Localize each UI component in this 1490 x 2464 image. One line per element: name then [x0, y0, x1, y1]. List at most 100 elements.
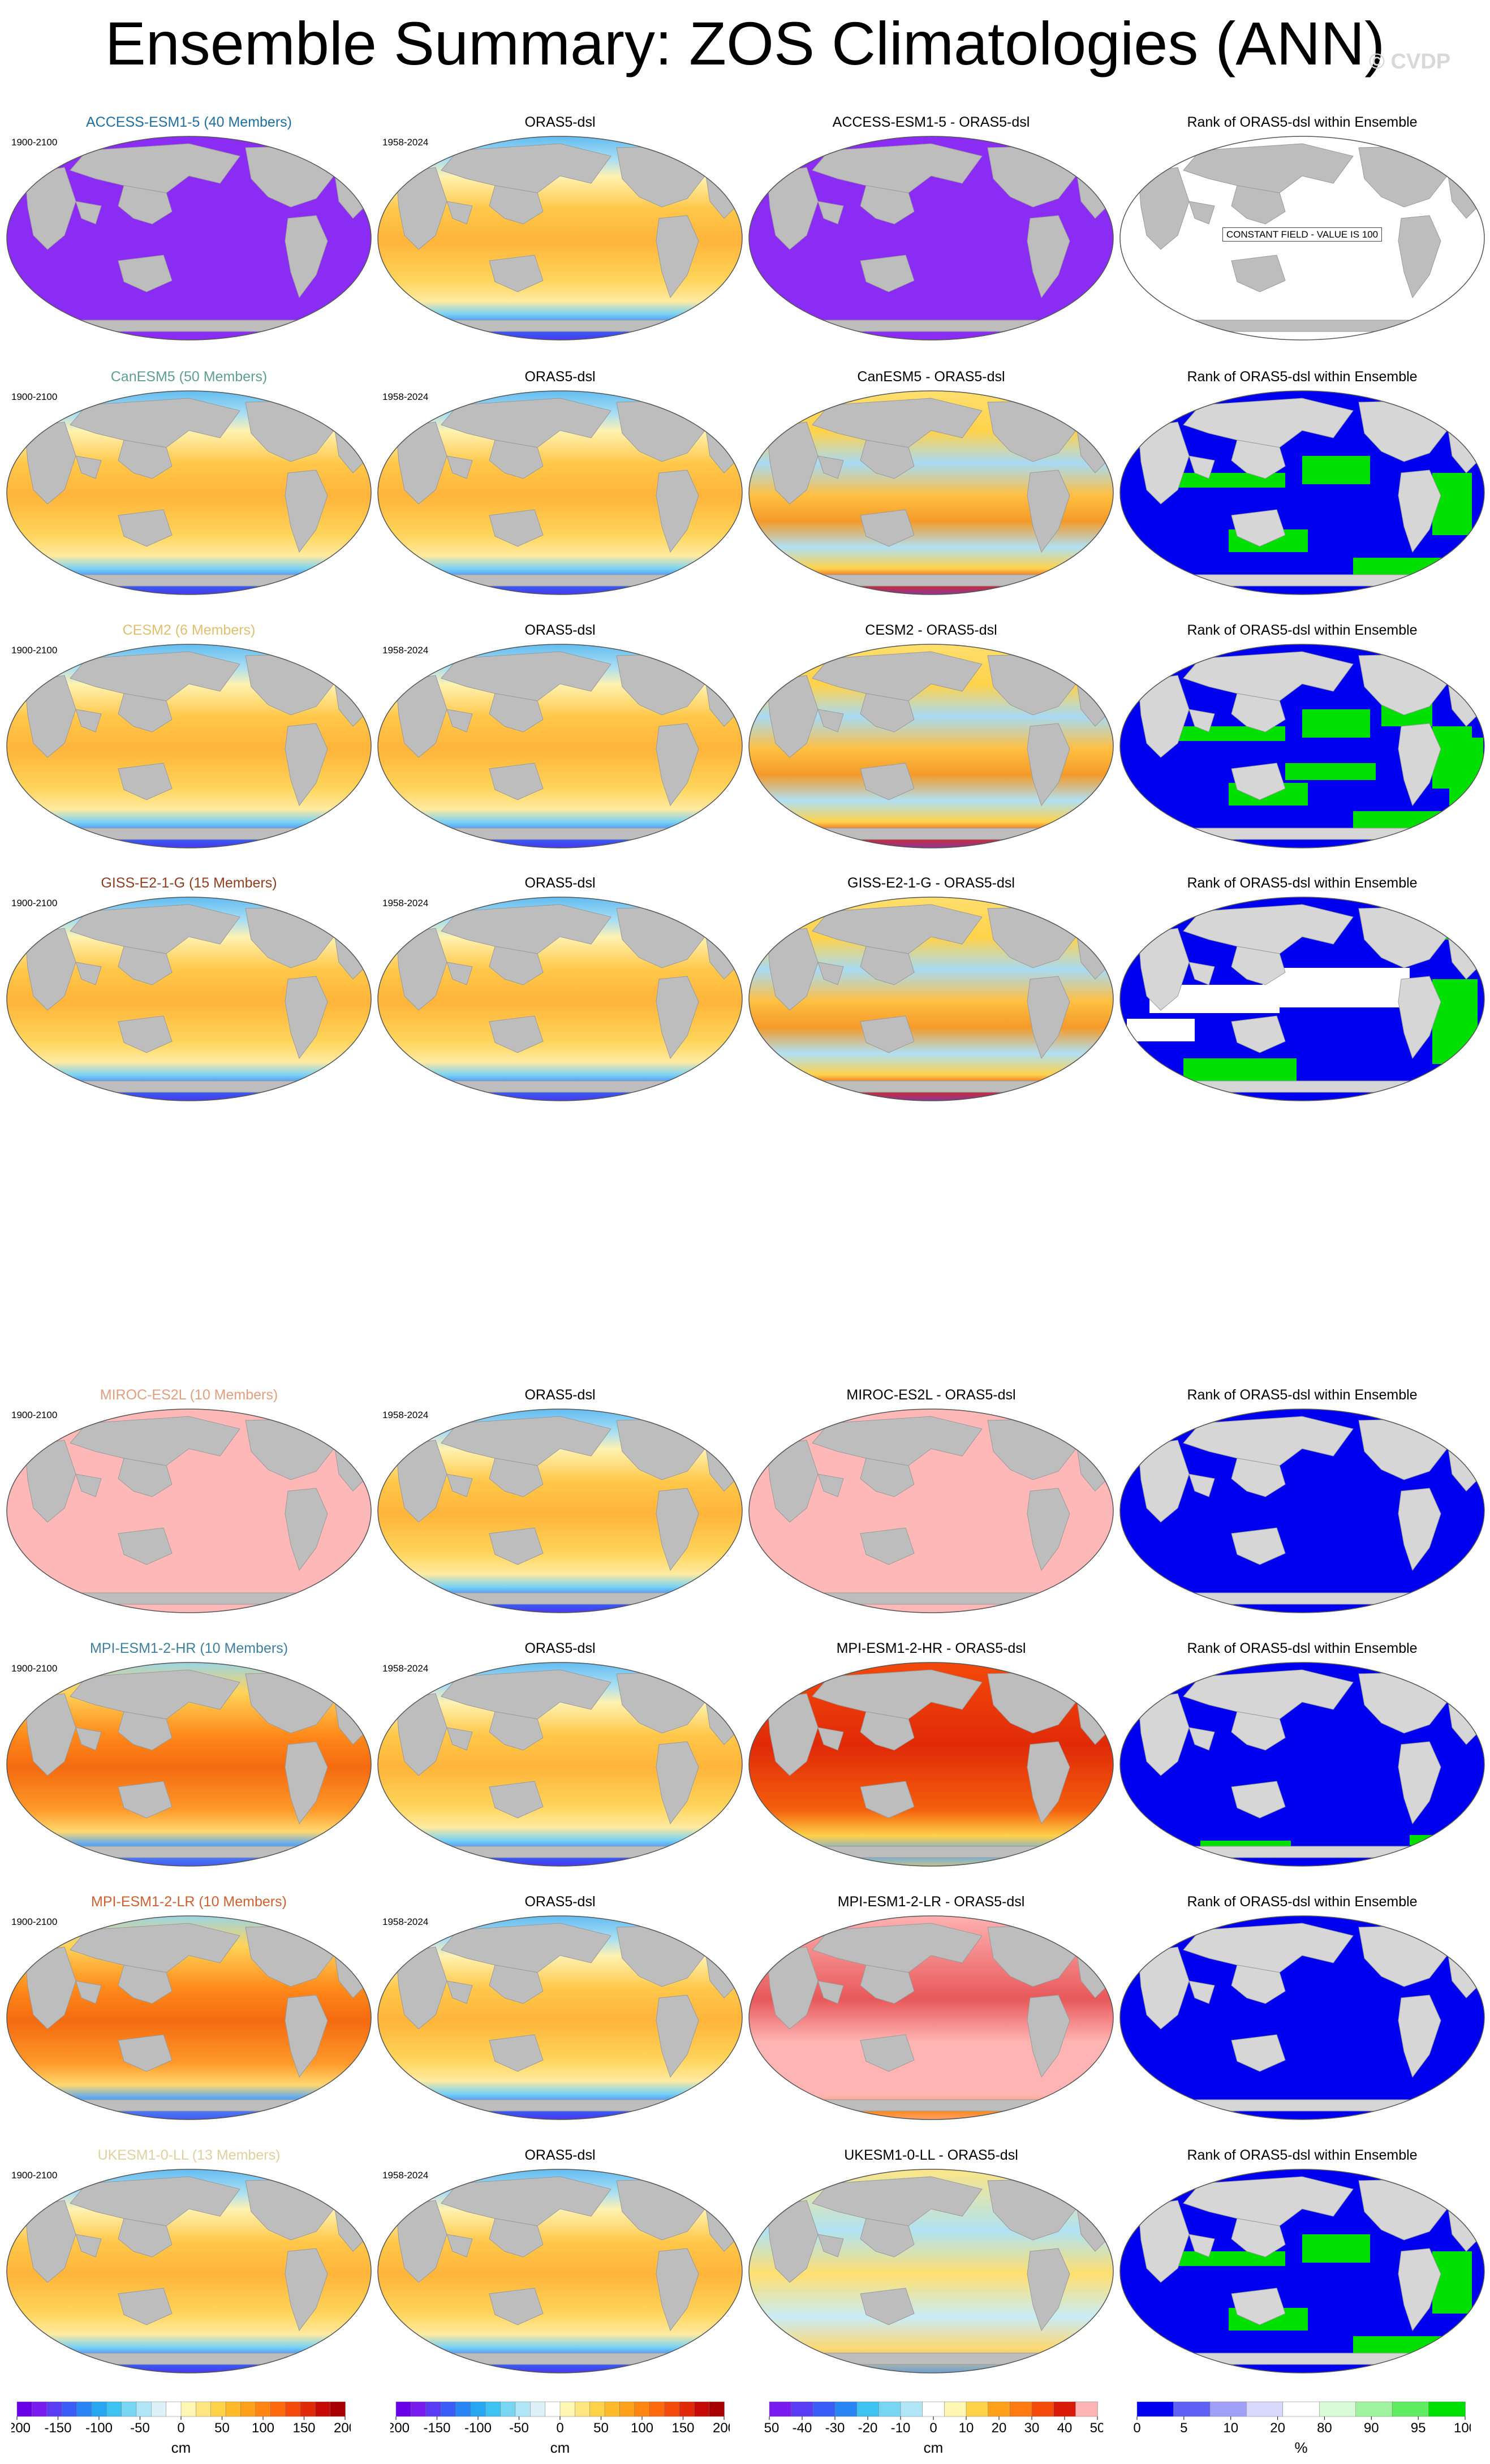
colorbar-swatch — [166, 2401, 182, 2417]
colorbar-swatch — [530, 2401, 546, 2417]
land-mask — [860, 1781, 915, 1819]
colorbar-swatch — [455, 2401, 471, 2417]
panel-title: MPI-ESM1-2-HR (10 Members) — [89, 1640, 288, 1656]
colorbar-swatch — [559, 2401, 576, 2417]
land-mask — [489, 763, 544, 800]
colorbar-swatch — [966, 2401, 989, 2417]
land-mask — [1138, 1440, 1190, 1523]
panel-title: ORAS5-dsl — [524, 1640, 596, 1656]
land-mask — [489, 1781, 544, 1819]
land-mask — [1138, 1693, 1190, 1776]
rank-high-region — [1432, 2251, 1472, 2314]
land-mask — [1160, 1846, 1455, 1858]
map-border — [6, 136, 372, 341]
land-mask — [285, 215, 328, 299]
land-mask — [446, 962, 473, 985]
colorbar-swatch — [619, 2401, 635, 2417]
land-mask — [418, 320, 713, 332]
map-diff — [748, 1662, 1114, 1867]
land-mask — [418, 574, 713, 587]
period-label: 1958-2024 — [382, 1916, 429, 1927]
land-mask — [1188, 962, 1215, 985]
land-mask — [395, 421, 447, 505]
map-obs — [377, 1408, 743, 1613]
land-mask — [1183, 143, 1354, 193]
panel-title: ORAS5-dsl — [524, 622, 596, 638]
panel-title: ORAS5-dsl — [524, 369, 596, 385]
land-mask — [766, 1693, 819, 1776]
land-mask — [285, 1741, 328, 1825]
map-border — [1119, 1915, 1485, 2120]
land-mask — [118, 1527, 173, 1565]
panel-title: Rank of ORAS5-dsl within Ensemble — [1187, 875, 1418, 891]
panel-title: ACCESS-ESM1-5 - ORAS5-dsl — [832, 114, 1030, 130]
panel-title: MIROC-ES2L (10 Members) — [100, 1387, 278, 1403]
colorbar-swatch — [589, 2401, 605, 2417]
period-label: 1958-2024 — [382, 1663, 429, 1674]
map-border — [1119, 1408, 1485, 1613]
map-panel-diff: MIROC-ES2L - ORAS5-dsl — [744, 1386, 1118, 1629]
panel-title: Rank of ORAS5-dsl within Ensemble — [1187, 114, 1418, 130]
colorbar-tick-label: 0 — [929, 2420, 937, 2436]
map-panel-model: MIROC-ES2L (10 Members) 1900-2100 — [2, 1386, 376, 1629]
colorbar-swatch — [813, 2401, 836, 2417]
land-mask — [1231, 1527, 1286, 1565]
panel-title: UKESM1-0-LL - ORAS5-dsl — [844, 2147, 1018, 2163]
panel-title: CESM2 (6 Members) — [122, 622, 256, 638]
map-panel-model: ACCESS-ESM1-5 (40 Members) 1900-2100 — [2, 113, 376, 356]
land-mask — [817, 201, 844, 225]
land-mask — [1188, 1980, 1215, 2004]
map-panel-diff: MPI-ESM1-2-HR - ORAS5-dsl — [744, 1639, 1118, 1883]
colorbar-swatch — [121, 2401, 137, 2417]
land-mask — [860, 946, 915, 985]
land-mask — [75, 962, 102, 985]
land-mask — [860, 1458, 915, 1497]
land-mask — [812, 1923, 983, 1973]
colorbar-tick-label: -40 — [793, 2420, 812, 2436]
colorbar-swatch — [470, 2401, 486, 2417]
map-panel-model: CanESM5 (50 Members) 1900-2100 — [2, 368, 376, 611]
colorbar-swatch — [649, 2401, 665, 2417]
land-mask — [1231, 946, 1286, 985]
land-mask — [1027, 469, 1070, 553]
land-mask — [285, 2248, 328, 2332]
land-mask — [285, 1488, 328, 1571]
colorbar: -200 -150 -100 -50 0 50 100 150 200 cm — [390, 2400, 730, 2462]
map-rank — [1119, 2169, 1485, 2373]
colorbar-swatch — [440, 2401, 457, 2417]
panel-title: ORAS5-dsl — [524, 875, 596, 891]
land-mask — [47, 1080, 342, 1093]
colorbar-swatches: -50 -40 -30 -20 -10 0 10 20 30 40 50 — [764, 2401, 1103, 2436]
land-mask — [766, 167, 819, 250]
land-mask — [489, 1965, 544, 2004]
land-mask — [118, 1458, 173, 1497]
land-mask — [656, 976, 699, 1059]
colorbar-tick-label: 50 — [593, 2420, 609, 2436]
land-mask — [812, 2176, 983, 2226]
map-obs — [377, 136, 743, 341]
map-border — [377, 2169, 743, 2373]
land-mask — [47, 1846, 342, 1858]
land-mask — [395, 1946, 447, 2030]
period-label: 1958-2024 — [382, 391, 429, 402]
map-panel-rank: Rank of ORAS5-dsl within Ensemble — [1116, 2146, 1489, 2389]
colorbar-swatch — [1428, 2401, 1466, 2417]
land-mask — [1188, 2234, 1215, 2258]
map-border — [748, 390, 1114, 595]
period-label: 1900-2100 — [11, 1916, 58, 1927]
map-panel-diff: UKESM1-0-LL - ORAS5-dsl — [744, 2146, 1118, 2389]
land-mask — [24, 675, 76, 758]
map-border — [6, 644, 372, 848]
panel-title: MPI-ESM1-2-LR (10 Members) — [91, 1894, 287, 1910]
land-mask — [1160, 2353, 1455, 2365]
map-border — [377, 1915, 743, 2120]
colorbar-tick-label: -50 — [130, 2420, 150, 2436]
map-obs — [377, 897, 743, 1101]
land-mask — [860, 509, 915, 547]
colorbar-swatch — [1053, 2401, 1076, 2417]
watermark: © CVDP — [1369, 50, 1451, 74]
colorbar-tick-label: -50 — [509, 2420, 529, 2436]
colorbar-unit: % — [1294, 2439, 1308, 2456]
land-mask — [418, 1846, 713, 1858]
land-mask — [860, 763, 915, 800]
